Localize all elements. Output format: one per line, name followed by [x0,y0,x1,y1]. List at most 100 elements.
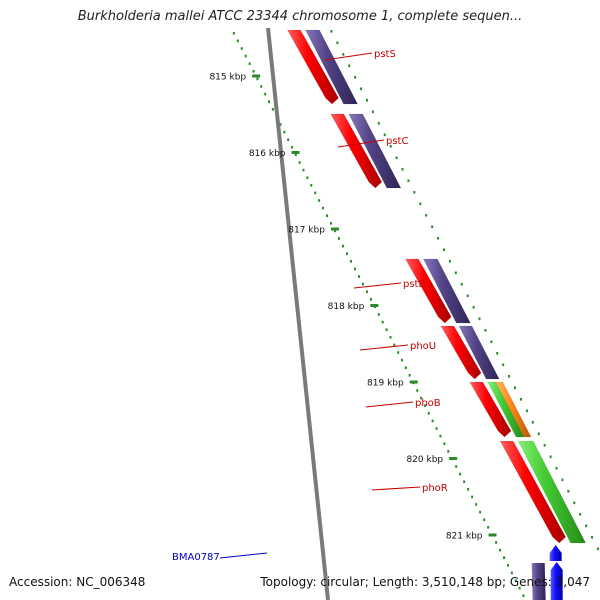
feature-track-dot [519,398,522,401]
gene-leader-line [359,344,409,351]
feature-track-dot [549,455,552,459]
ruler-tick-dot [369,298,372,301]
gene-label[interactable]: pstS [374,49,396,60]
ruler-tick-dot [236,39,239,43]
ruler-tick-dot [427,412,430,415]
gene-arrow[interactable] [549,545,562,561]
feature-track-dot [502,363,505,367]
gene-arrow[interactable] [305,29,358,105]
gene-arrow[interactable] [499,440,566,544]
feature-track-dot [425,214,428,217]
ruler-tick-dot [439,434,442,438]
backbone-layer [266,27,330,600]
ruler-tick-dot [345,252,348,255]
feature-track-dot [555,467,558,470]
gene-labels-layer: pstS pstC pstB phoU phoB phoR BMA0787 [172,49,448,563]
gene-label[interactable]: phoR [422,483,448,494]
feature-track-dot [573,501,576,505]
ruler-tick-dot [326,214,329,217]
gene-arrow[interactable] [495,381,532,438]
ruler-major-tick [291,151,300,154]
ruler-label: 820 kbp [406,455,443,465]
feature-track-dot [596,547,599,551]
ruler-tick-dot [268,100,271,103]
ruler-tick-dot [467,488,470,491]
feature-track-dot [472,306,475,309]
ruler-tick-dot [256,77,259,81]
gene-label[interactable]: pstC [386,136,408,147]
feature-track-dot [454,271,457,275]
ruler-tick-dot [522,594,525,597]
gene-leader-line [337,139,385,148]
feature-track-dot [490,340,493,344]
ruler-tick-dot [377,313,380,316]
gene-arrow[interactable] [469,381,512,438]
ruler-tick-dot [329,222,332,225]
gene-arrow[interactable] [458,325,500,380]
ruler-tick-dot [408,374,411,377]
ruler-major-tick [252,74,261,78]
gene-arrow[interactable] [404,258,452,324]
gene-leader-line [324,52,373,61]
map-title: Burkholderia mallei ATCC 23344 chromosom… [77,9,523,24]
feature-track-dot [567,490,570,493]
gene-pstB[interactable] [404,258,471,324]
gene-arrow[interactable] [531,563,546,600]
ruler-tick-dot [495,541,498,544]
ruler-tick-dot [314,191,317,195]
feature-track-dot [407,179,410,183]
gene-arrow[interactable] [422,258,471,324]
gene-arrow[interactable] [550,562,563,600]
feature-track-dot [342,53,345,56]
feature-track-dot [448,260,451,263]
gene-arrow[interactable] [517,440,587,544]
ruler-tick-dot [420,396,423,400]
gene-arrow[interactable] [330,113,383,189]
feature-track-dot [484,329,487,332]
ruler-tick-dot [416,389,419,392]
ruler-tick-dot [393,343,396,347]
gene-pstS[interactable] [287,29,358,105]
ruler-tick-dot [447,450,450,453]
gene-label[interactable]: pstB [403,279,425,290]
accession-label: Accession: NC_006348 [9,575,146,589]
feature-track-dot [371,110,374,114]
ruler-tick-dot [279,123,282,126]
feature-track-dot [561,478,564,482]
ruler-tick-dot [318,199,321,202]
ruler-tick-dot [503,556,506,559]
ruler-tick-dot [475,503,478,506]
gene-BMA0787[interactable] [531,545,563,600]
ruler-tick-dot [306,176,309,179]
feature-track-dot [401,168,404,171]
gene-phoU[interactable] [440,325,500,380]
chromosome-backbone [266,27,330,600]
ruler-label: 821 kbp [446,532,483,542]
gene-arrow[interactable] [440,325,482,380]
feature-track-dot [508,375,511,378]
genes-layer[interactable] [287,29,587,600]
feature-track-dot [460,283,463,286]
gene-label[interactable]: phoU [410,341,436,352]
gene-pstC[interactable] [330,113,402,189]
ruler-tick-dot [463,480,466,483]
ruler-tick-dot [459,472,462,476]
ruler-tick-dot [397,351,400,354]
ruler-tick-dot [389,336,392,339]
ruler-tick-dot [483,518,486,521]
ruler-tick-dot [354,267,357,271]
gene-label[interactable]: BMA0787 [172,552,220,563]
ruler-major-tick [488,533,497,537]
gene-arrow[interactable] [287,29,339,105]
gene-phoR[interactable] [499,440,587,544]
gene-leader-line [371,486,421,491]
feature-track-dot [442,248,445,252]
gene-phoB[interactable] [469,381,532,438]
gene-label[interactable]: phoB [415,398,441,409]
ruler-tick-dot [232,32,235,35]
gene-arrow[interactable] [348,113,402,189]
ruler-tick-dot [510,571,513,575]
genome-summary-label: Topology: circular; Length: 3,510,148 bp… [260,575,590,589]
ruler-tick-dot [264,92,267,96]
